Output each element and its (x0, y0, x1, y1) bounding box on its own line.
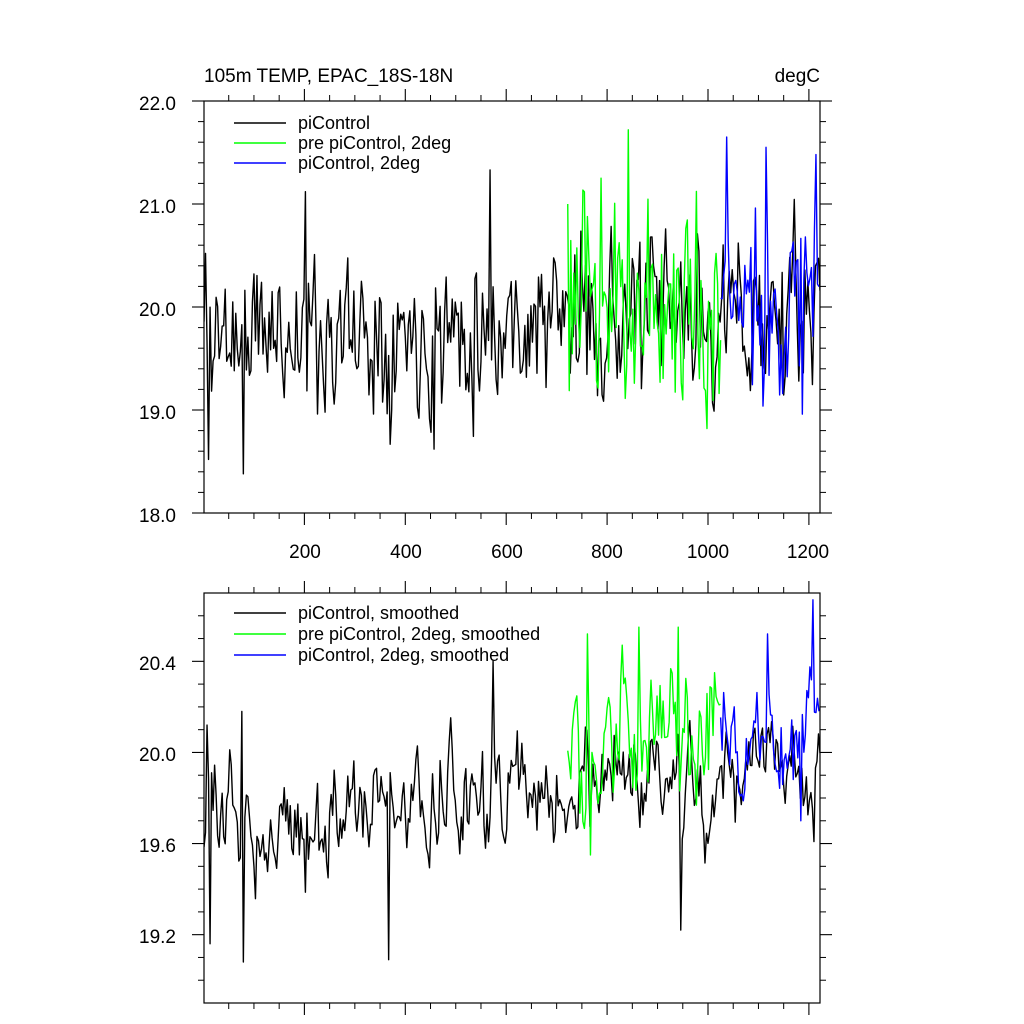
top-y-tick-label: 22.0 (139, 94, 176, 115)
bottom-y-tick-label: 20.4 (139, 654, 176, 675)
top-y-tick-label: 21.0 (139, 197, 176, 218)
top-x-tick-label: 600 (491, 542, 523, 563)
bottom-series-line-0 (204, 660, 820, 963)
top-chart-title: 105m TEMP, EPAC_18S-18N (204, 66, 453, 87)
bottom-y-tick-label: 20.0 (139, 745, 176, 766)
top-y-tick-label: 18.0 (139, 506, 176, 527)
top-y-tick-label: 19.0 (139, 403, 176, 424)
top-y-tick-label: 20.0 (139, 300, 176, 321)
top-x-tick-label: 400 (390, 542, 422, 563)
top-chart-units: degC (775, 66, 820, 87)
bottom-axes (203, 592, 821, 1004)
top-x-tick-label: 800 (591, 542, 623, 563)
legend-label: pre piControl, 2deg, smoothed (298, 624, 540, 644)
bottom-plot-area (204, 599, 820, 963)
top-x-tick-label: 1000 (687, 542, 729, 563)
legend-label: piControl, 2deg (298, 153, 420, 173)
bottom-y-tick-label: 19.6 (139, 836, 176, 857)
bottom-series-line-2 (719, 599, 820, 822)
legend-label: pre piControl, 2deg (298, 133, 451, 153)
bottom-legend: piControl, smoothed pre piControl, 2deg,… (234, 603, 540, 665)
top-legend: piControl pre piControl, 2deg piControl,… (234, 113, 451, 173)
top-series-line-0 (204, 169, 820, 475)
bottom-plot-frame (203, 592, 821, 1004)
top-chart: 105m TEMP, EPAC_18S-18N degC 22.0 21.0 2… (139, 66, 832, 563)
legend-label: piControl, 2deg, smoothed (298, 645, 509, 665)
bottom-y-tick-label: 19.2 (139, 927, 176, 948)
top-series-line-2 (720, 136, 820, 415)
bottom-chart: 20.4 20.0 19.6 19.2 piControl, smoothed … (139, 581, 832, 1015)
bottom-series-line-1 (567, 626, 721, 856)
top-plot-area (204, 129, 820, 475)
top-series-line-1 (567, 129, 722, 430)
top-x-tick-label: 1200 (787, 542, 829, 563)
legend-label: piControl, smoothed (298, 603, 459, 623)
legend-label: piControl (298, 113, 370, 133)
top-x-tick-label: 200 (289, 542, 321, 563)
